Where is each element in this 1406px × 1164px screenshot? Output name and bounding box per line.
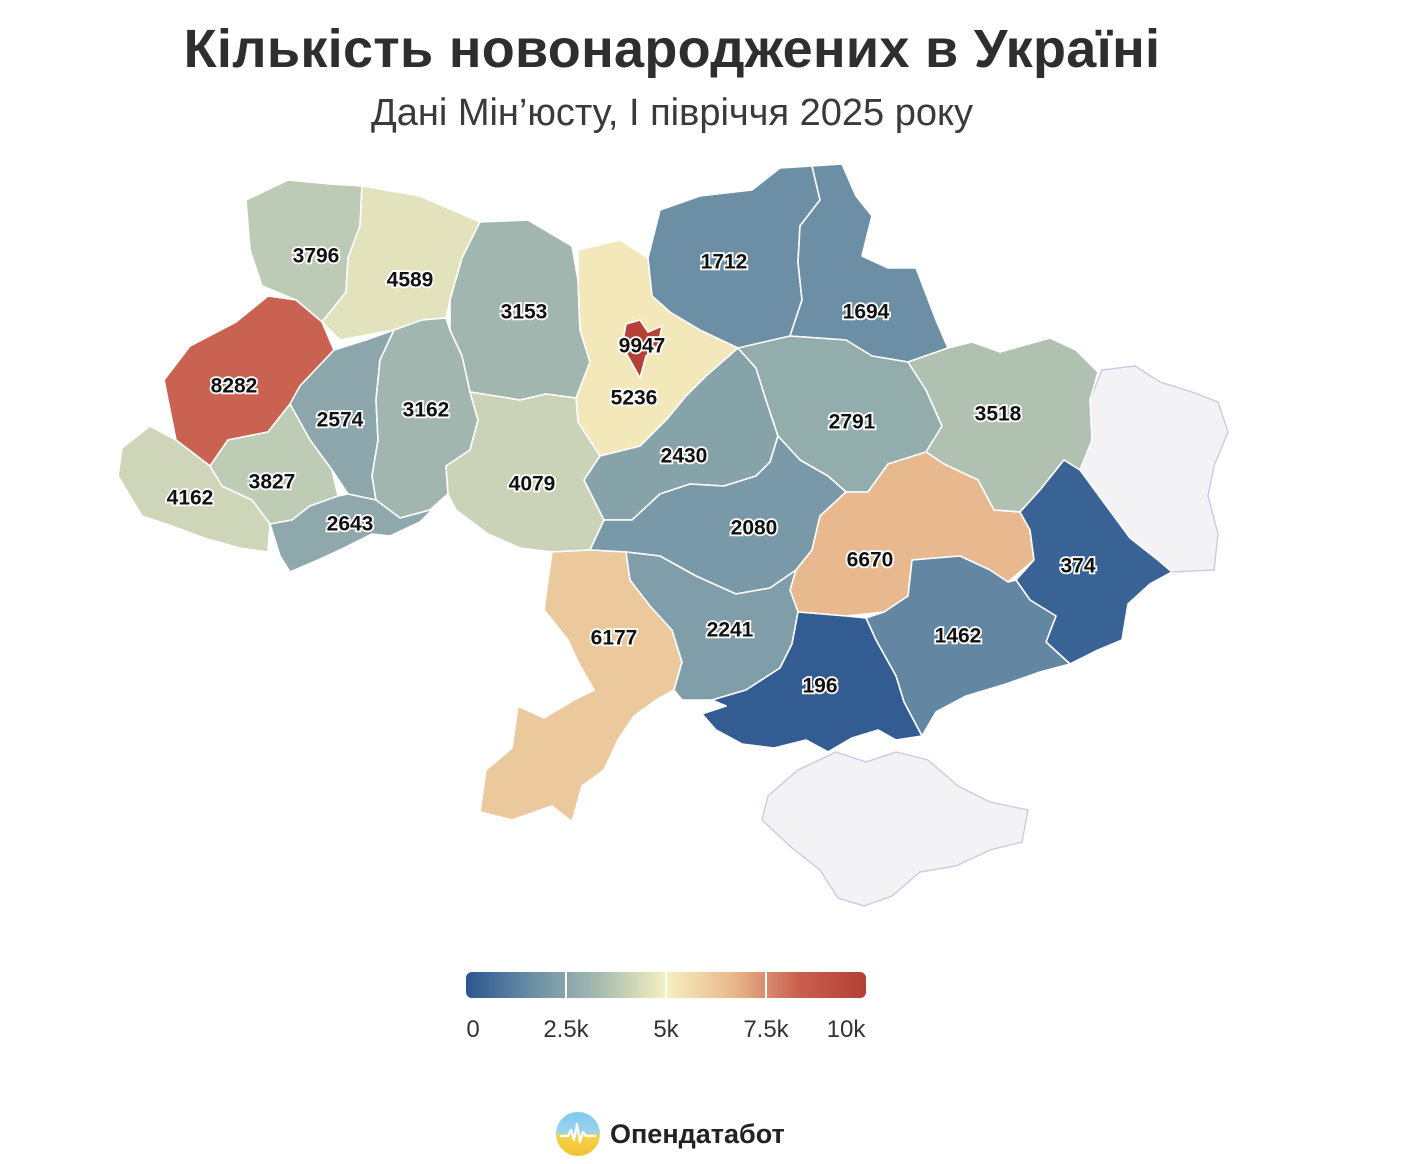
value-label-zakarpattia: 4162 xyxy=(167,487,214,510)
map-title: Кількість новонароджених в Україні xyxy=(183,19,1161,79)
legend-divider xyxy=(665,972,667,998)
legend-label-5k: 5k xyxy=(653,1016,679,1043)
region-donetsk[interactable] xyxy=(1015,459,1173,665)
value-label-lviv: 8282 xyxy=(211,375,258,398)
value-label-vinnytsia: 4079 xyxy=(509,473,556,496)
value-label-chernihiv: 1712 xyxy=(701,251,748,274)
value-label-kyiv-city: 9947 xyxy=(619,335,666,358)
value-label-ivano-frankivsk: 3827 xyxy=(249,471,296,494)
value-label-rivne: 4589 xyxy=(387,269,434,292)
value-label-volyn: 3796 xyxy=(293,245,340,268)
legend-label-2-5k: 2.5k xyxy=(543,1016,589,1043)
legend-label-7-5k: 7.5k xyxy=(743,1016,789,1043)
brand-footer[interactable]: Опендатабот xyxy=(556,1110,785,1158)
value-label-zaporizhzhia: 1462 xyxy=(935,625,982,648)
value-label-kyiv-oblast: 5236 xyxy=(611,387,658,410)
brand-name: Опендатабот xyxy=(610,1118,785,1149)
legend-divider xyxy=(565,972,567,998)
color-legend: 0 2.5k 5k 7.5k 10k xyxy=(466,972,866,1043)
value-label-kherson: 196 xyxy=(802,675,837,698)
value-label-ternopil: 2574 xyxy=(317,409,364,432)
value-label-dnipropetrovsk: 6670 xyxy=(847,549,894,572)
value-label-cherkasy: 2430 xyxy=(661,445,708,468)
legend-label-10k: 10k xyxy=(826,1016,866,1043)
value-label-khmelnytskyi: 3162 xyxy=(403,399,450,422)
region-kherson[interactable] xyxy=(701,611,923,753)
value-label-poltava: 2791 xyxy=(829,411,876,434)
value-label-donetsk: 374 xyxy=(1060,555,1095,578)
legend-divider xyxy=(765,972,767,998)
value-label-kharkiv: 3518 xyxy=(975,403,1022,426)
region-chernivtsi[interactable] xyxy=(269,493,449,573)
opendatabot-logo-icon xyxy=(556,1112,600,1156)
map-subtitle: Дані Мін’юсту, І півріччя 2025 року xyxy=(370,92,974,134)
value-label-mykolaiv: 2241 xyxy=(707,619,754,642)
value-label-odesa: 6177 xyxy=(591,627,638,650)
value-label-chernivtsi: 2643 xyxy=(327,513,374,536)
legend-label-0: 0 xyxy=(466,1016,480,1043)
region-crimea[interactable] xyxy=(761,751,1029,907)
value-label-kirovohrad: 2080 xyxy=(731,517,778,540)
region-kyiv-city[interactable] xyxy=(621,319,663,379)
value-label-sumy: 1694 xyxy=(843,301,890,324)
value-label-zhytomyr: 3153 xyxy=(501,301,548,324)
